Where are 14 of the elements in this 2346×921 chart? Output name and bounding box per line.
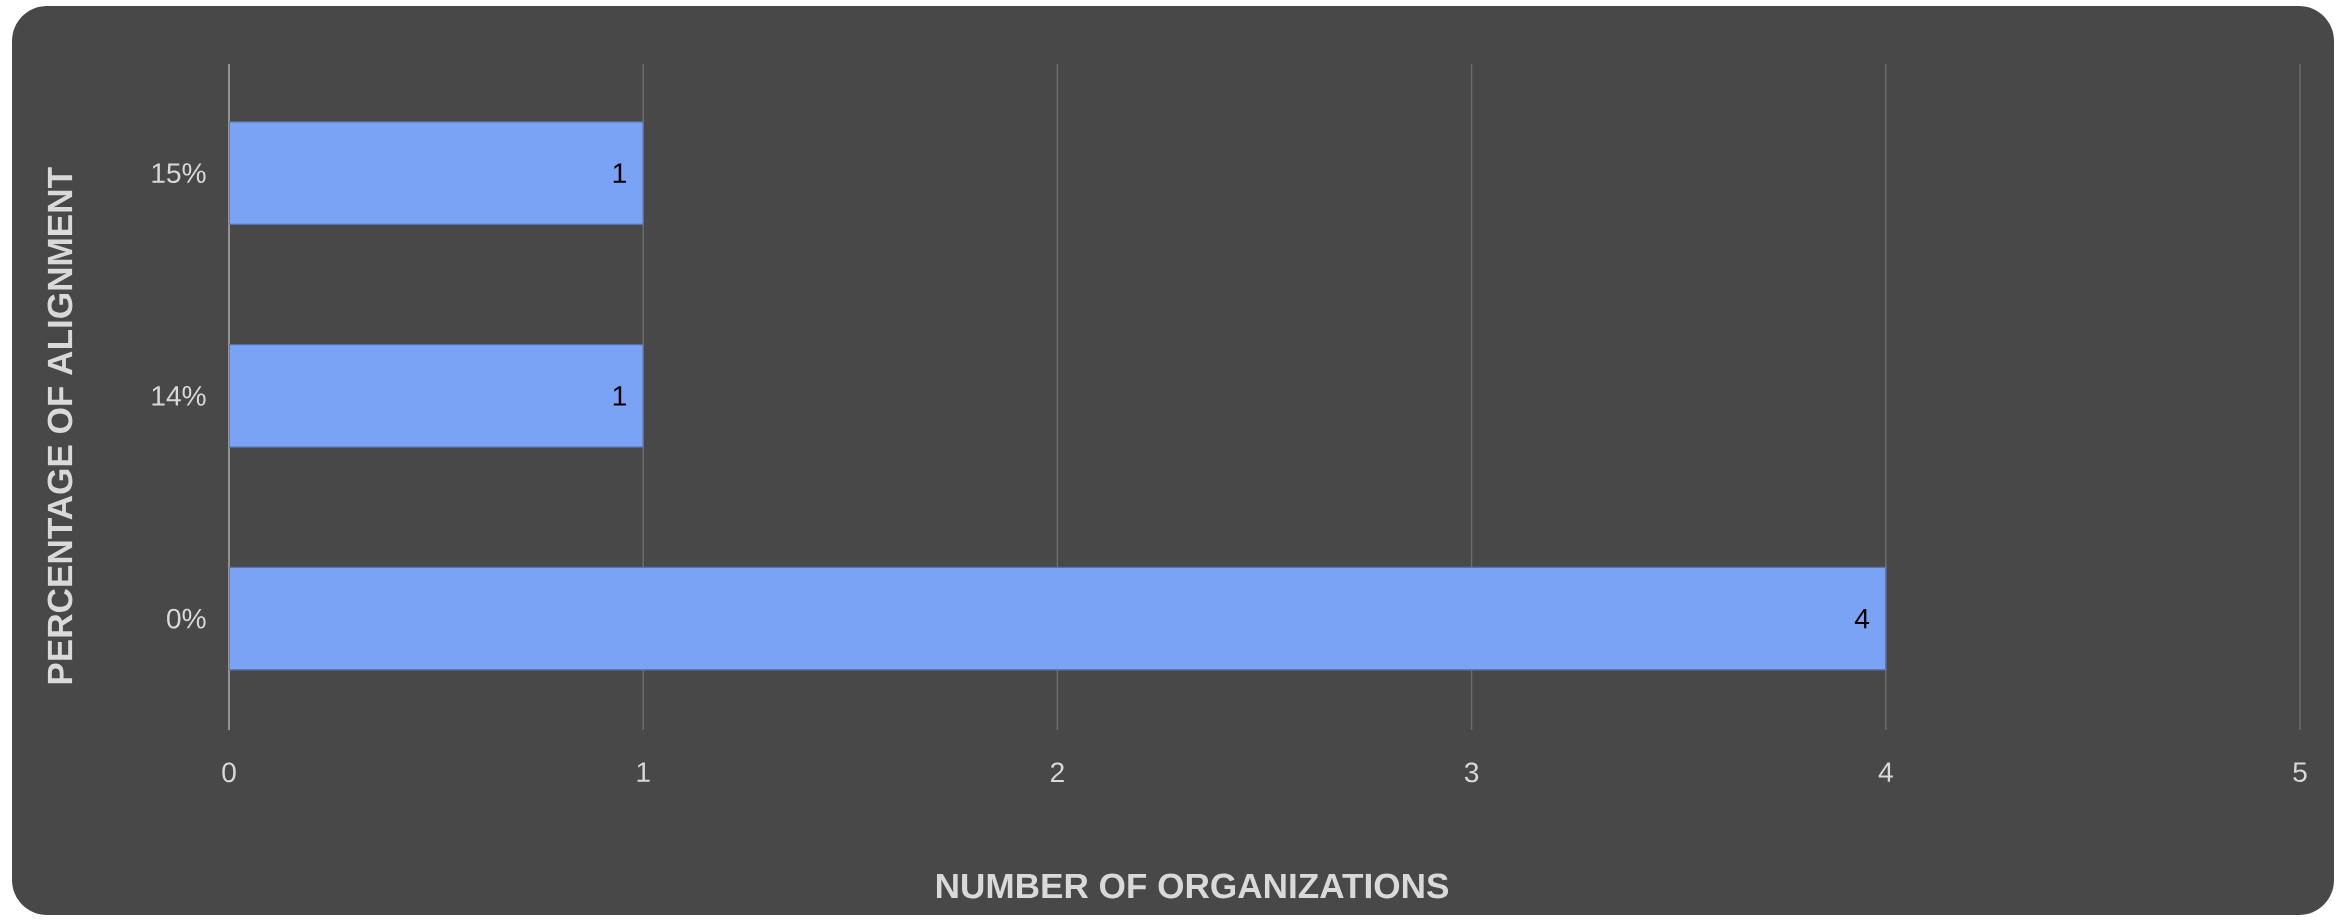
x-axis-title: NUMBER OF ORGANIZATIONS: [936, 873, 1449, 899]
data-label: 1: [613, 386, 626, 406]
x-tick-label: 0: [222, 762, 236, 783]
y-tick-label: 0%: [167, 608, 206, 629]
y-tick-label: 14%: [152, 386, 206, 406]
x-tick-label: 1: [637, 762, 650, 782]
y-tick-label: 15%: [152, 163, 206, 184]
data-label: 1: [613, 163, 626, 183]
x-tick-label: 3: [1464, 762, 1479, 783]
y-axis-title: PERCENTAGE OF ALIGNMENT: [47, 167, 73, 684]
x-tick-label: 4: [1878, 762, 1893, 782]
x-tick-label: 2: [1051, 762, 1064, 783]
data-label: 4: [1854, 608, 1870, 629]
x-tick-label: 5: [2293, 762, 2307, 783]
